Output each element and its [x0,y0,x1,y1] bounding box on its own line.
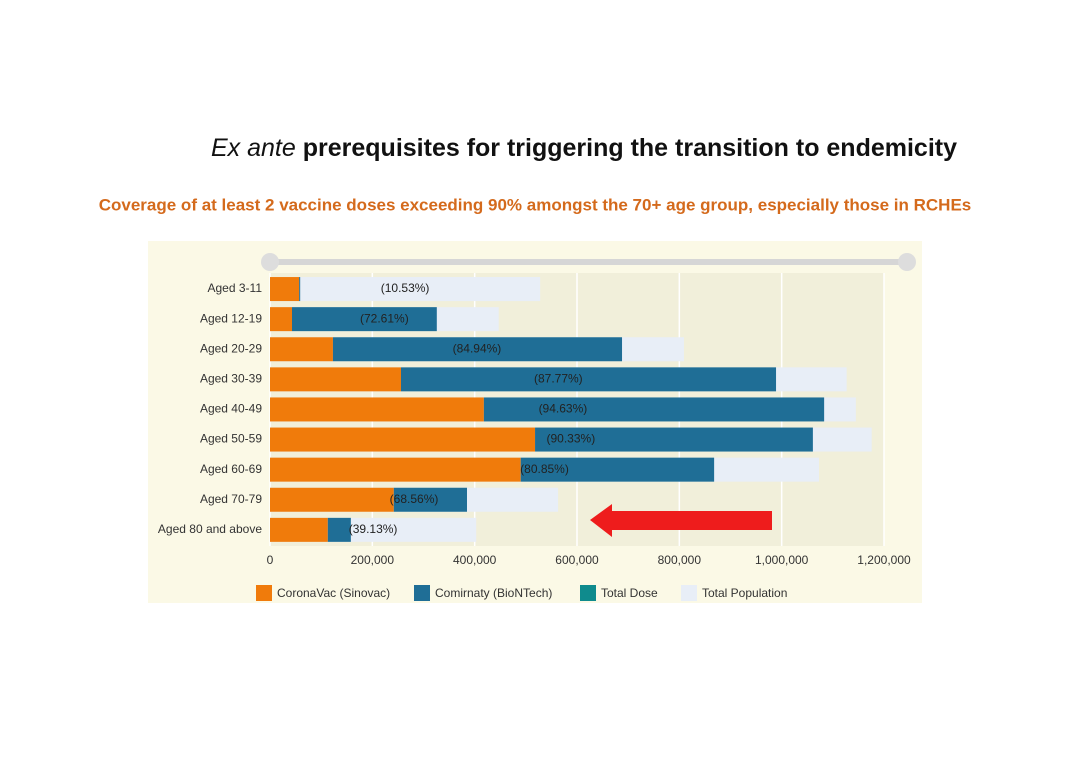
title-rest: prerequisites for triggering the transit… [303,134,957,162]
title-italic: Ex ante [211,134,296,162]
legend-swatch [414,585,430,601]
coverage-label: (10.53%) [381,281,430,295]
coverage-label: (87.77%) [534,372,583,386]
arrow [590,504,772,537]
x-tick-label: 600,000 [555,553,599,567]
bar [270,457,521,482]
y-tick-label: Aged 20-29 [200,341,262,355]
bar [332,337,623,362]
slider-handle[interactable] [898,253,916,271]
bars: (10.53%) (72.61%) (84.94%) (87.77%) (94.63%)… [269,273,885,546]
bar [483,397,825,422]
y-tick-label: Aged 80 and above [158,522,262,536]
legend-label: CoronaVac (Sinovac) [277,586,390,600]
bar [535,427,813,452]
x-tick-label: 1,000,000 [755,553,809,567]
coverage-label: (94.63%) [539,402,588,416]
x-tick-label: 200,000 [351,553,395,567]
subtitle: Coverage of at least 2 vaccine doses exc… [99,195,972,214]
x-tick-label: 800,000 [658,553,702,567]
bar [270,397,484,422]
y-tick-label: Aged 50-59 [200,432,262,446]
slider-handle[interactable] [261,253,279,271]
y-tick-label: Aged 3-11 [208,281,263,295]
legend-swatch [256,585,272,601]
bar [270,487,394,512]
bar [400,367,777,392]
legend-swatch [580,585,596,601]
bar [292,307,437,332]
y-tick-label: Aged 40-49 [200,402,262,416]
bar [393,487,467,512]
x-tick-label: 0 [267,553,274,567]
bar [270,307,293,332]
x-tick-label: 1,200,000 [857,553,911,567]
bar [299,277,301,302]
slide-title: Ex ante prerequisites for triggering the … [211,134,957,162]
legend-swatch [681,585,697,601]
bar [270,337,333,362]
y-tick-label: Aged 30-39 [200,372,262,386]
coverage-label: (68.56%) [390,492,439,506]
coverage-label: (72.61%) [360,311,409,325]
y-tick-label: Aged 12-19 [200,311,262,325]
bar [520,457,715,482]
coverage-label: (39.13%) [349,522,398,536]
population-bar [270,277,541,302]
legend-label: Total Dose [601,586,658,600]
bar [270,367,401,392]
bar [270,427,536,452]
bar [270,277,300,302]
y-tick-label: Aged 60-69 [200,462,262,476]
y-tick-label: Aged 70-79 [200,492,262,506]
coverage-label: (80.85%) [520,462,569,476]
bar [327,517,351,542]
x-tick-label: 400,000 [453,553,497,567]
coverage-label: (84.94%) [453,341,502,355]
bar [270,517,328,542]
coverage-label: (90.33%) [547,432,596,446]
legend-label: Comirnaty (BioNTech) [435,586,552,600]
legend-label: Total Population [702,586,787,600]
